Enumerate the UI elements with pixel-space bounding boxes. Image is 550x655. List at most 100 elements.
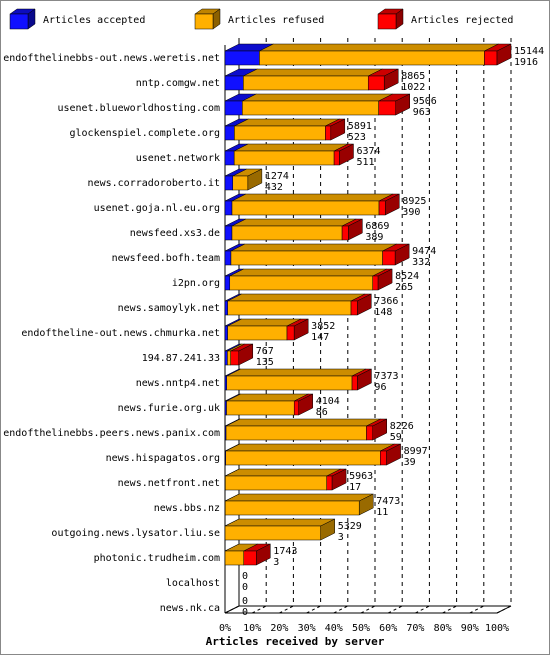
- bar-segment: [243, 75, 369, 91]
- bar-segment: [233, 150, 335, 166]
- accepted-label: 523: [348, 132, 366, 143]
- x-tick: [360, 605, 376, 614]
- total-label: 767: [256, 346, 274, 357]
- accepted-label: 11: [376, 507, 388, 518]
- bar-side: [358, 493, 374, 516]
- total-label: 7473: [376, 496, 400, 507]
- accepted-label: 511: [356, 157, 374, 168]
- x-tick: [306, 605, 321, 614]
- bar-segment: [341, 225, 349, 241]
- total-label: 8925: [402, 196, 426, 207]
- accepted-label: 59: [390, 432, 402, 443]
- bar-segment: [224, 525, 321, 541]
- x-tick: [251, 605, 267, 614]
- x-tick-label: 90%: [461, 623, 479, 634]
- bar-segment: [234, 125, 326, 141]
- y-tick-label: nntp.comgw.net: [136, 78, 220, 89]
- total-label: 6374: [356, 146, 380, 157]
- x-tick-label: 30%: [298, 623, 316, 634]
- accepted-label: 1022: [401, 82, 425, 93]
- y-tick-label: localhost: [166, 578, 220, 589]
- bar-top: [225, 468, 341, 477]
- legend-swatch: [194, 13, 214, 30]
- accepted-label: 96: [374, 382, 386, 393]
- bar-side: [238, 343, 254, 366]
- x-tick: [442, 605, 457, 614]
- bar-segment: [225, 475, 327, 491]
- legend-swatch: [9, 13, 29, 30]
- legend-label: Articles rejected: [411, 15, 513, 26]
- bar-side: [377, 268, 393, 291]
- bar-segment: [224, 150, 235, 166]
- bar-segment: [224, 350, 228, 366]
- accepted-label: 3: [338, 532, 344, 543]
- x-tick-label: 20%: [270, 623, 288, 634]
- legend-label: Articles refused: [228, 15, 324, 26]
- total-label: 8226: [390, 421, 414, 432]
- bar-segment: [231, 200, 380, 216]
- bar-side: [348, 218, 363, 241]
- bar-top: [231, 218, 357, 227]
- bar-top: [225, 418, 381, 427]
- bar-side: [357, 293, 372, 316]
- bar-segment: [224, 175, 234, 191]
- bar-segment: [224, 250, 232, 266]
- x-tick: [333, 605, 349, 614]
- y-tick-label: usenet.blueworldhosting.com: [57, 103, 220, 114]
- y-tick-label: news.corradoroberto.it: [88, 178, 220, 189]
- x-tick: [415, 605, 430, 614]
- bar-side: [385, 193, 400, 216]
- bar-segment: [380, 450, 387, 466]
- accepted-label: 86: [316, 407, 328, 418]
- bar-segment: [326, 475, 333, 491]
- bar-top: [227, 293, 366, 302]
- bar-segment: [350, 300, 358, 316]
- x-tick-label: 40%: [325, 623, 343, 634]
- accepted-label: 3: [273, 557, 279, 568]
- bar-segment: [231, 225, 343, 241]
- y-tick-label: usenet.network: [136, 153, 220, 164]
- bar-segment: [224, 200, 233, 216]
- total-label: 5891: [348, 121, 372, 132]
- y-tick-label: usenet.goja.nl.eu.org: [94, 203, 220, 214]
- bar-segment: [224, 500, 360, 516]
- bar-segment: [372, 275, 379, 291]
- y-tick-label: news.netfront.net: [118, 478, 220, 489]
- bar-side: [247, 168, 263, 191]
- bar-top: [229, 268, 387, 277]
- bar-segment: [224, 50, 260, 66]
- y-tick-label: news.nk.ca: [160, 603, 220, 614]
- x-tick: [496, 605, 512, 614]
- accepted-label: 135: [256, 357, 274, 368]
- bar-top: [234, 143, 349, 152]
- bar-segment: [293, 400, 299, 416]
- bar-segment: [224, 125, 235, 141]
- x-axis-title: Articles received by server: [206, 635, 385, 648]
- total-label: 3852: [311, 321, 335, 332]
- total-label: 8524: [395, 271, 419, 282]
- accepted-label: 1916: [514, 57, 538, 68]
- bar-segment: [224, 75, 244, 91]
- bar-segment: [227, 300, 352, 316]
- total-label: 5329: [338, 521, 362, 532]
- total-label: 7366: [374, 296, 398, 307]
- bar-segment: [232, 175, 249, 191]
- y-tick-label: endofthelinebbs.peers.news.panix.com: [3, 428, 220, 439]
- x-tick-label: 60%: [379, 623, 397, 634]
- accepted-label: 389: [365, 232, 383, 243]
- y-tick-label: endofthelinebbs-out.news.weretis.net: [3, 53, 220, 64]
- y-tick-label: news.bbs.nz: [154, 503, 220, 514]
- accepted-label: 265: [395, 282, 413, 293]
- bar-top: [230, 243, 397, 252]
- total-label: 15144: [514, 46, 544, 57]
- bar-side: [383, 68, 399, 91]
- y-tick-label: newsfeed.bofh.team: [112, 253, 220, 264]
- bar-side: [298, 393, 313, 416]
- x-tick: [469, 605, 485, 614]
- bar-side: [320, 518, 335, 541]
- bar-segment: [224, 325, 228, 341]
- total-label: 7373: [374, 371, 398, 382]
- x-tick-label: 0%: [219, 623, 231, 634]
- total-label: 1274: [265, 171, 289, 182]
- bar-segment: [224, 100, 243, 116]
